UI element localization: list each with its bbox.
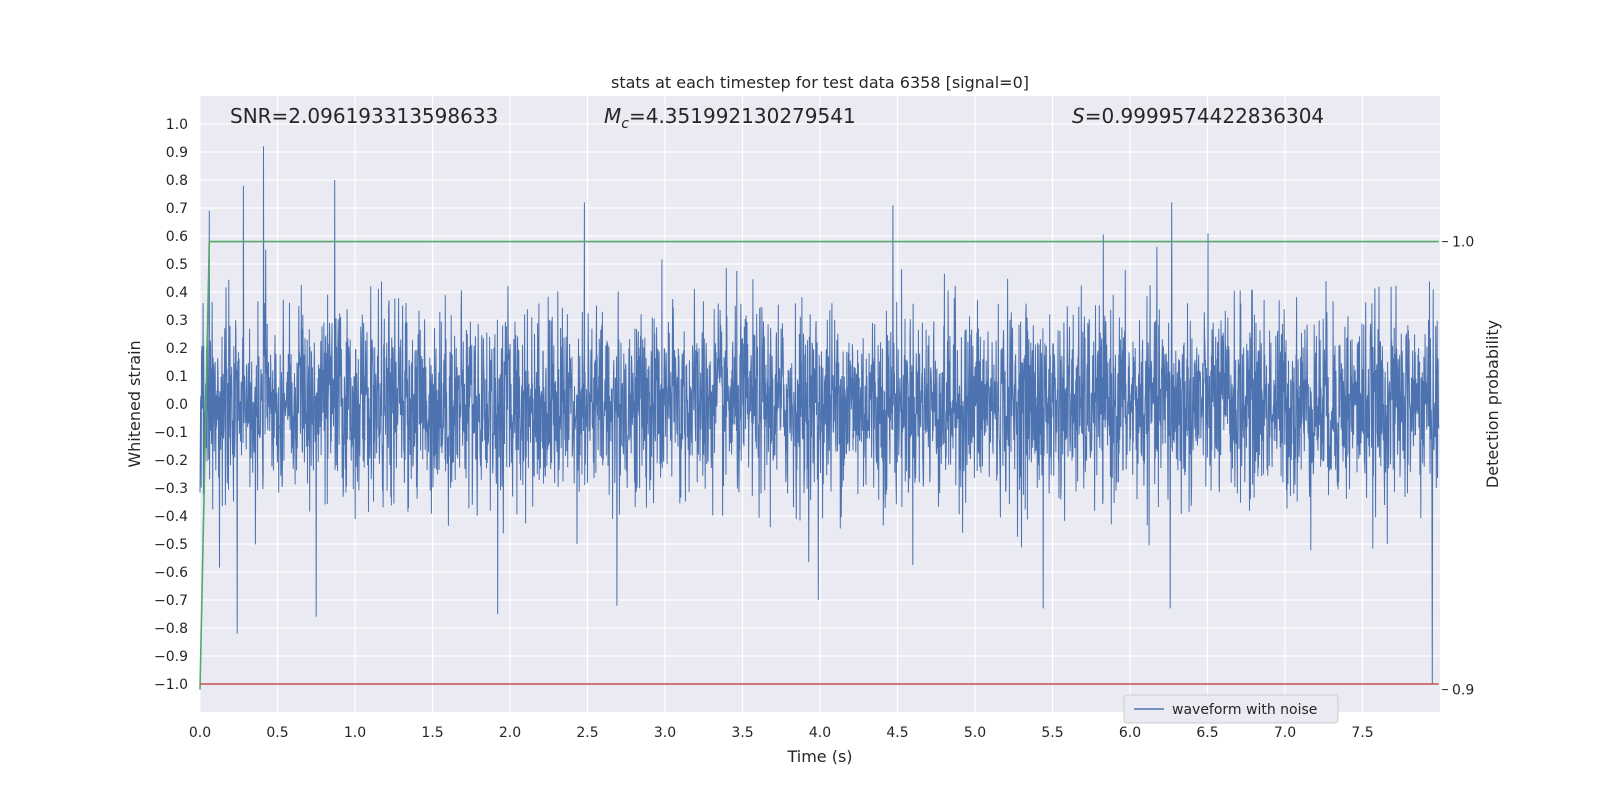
x-tick-label: 1.5 (421, 725, 443, 741)
y-tick-labels: 1.0 0.9 0.8 0.7 0.6 0.5 0.4 0.3 0.2 0.1 0.0 −0.1 −0.… (154, 117, 188, 693)
mc-symbol: M (604, 104, 621, 128)
legend-box (1123, 694, 1339, 724)
x-tick-label: 2.5 (576, 725, 598, 741)
y-tick-label: −1.0 (154, 677, 188, 693)
x-tick-label: 6.5 (1196, 725, 1218, 741)
x-tick-label: 6.0 (1119, 725, 1141, 741)
x-tick-label: 7.0 (1274, 725, 1296, 741)
legend-label: waveform with noise (1172, 702, 1317, 718)
s-annotation: S=0.9999574422836304 (1072, 104, 1324, 128)
x-tick-label: 2.0 (499, 725, 521, 741)
x-tick-label: 4.5 (886, 725, 908, 741)
y-tick-label: 0.3 (166, 313, 188, 329)
y-tick-label: 1.0 (166, 117, 188, 133)
x-tick-label: 7.5 (1351, 725, 1373, 741)
chart-title: stats at each timestep for test data 635… (611, 73, 1029, 92)
y-right-axis-label: Detection probability (1483, 320, 1502, 488)
y-tick-label: 0.5 (166, 257, 188, 273)
y-tick-label: 0.1 (166, 369, 188, 385)
y-tick-label: 0.4 (166, 285, 188, 301)
x-tick-label: 3.0 (654, 725, 676, 741)
s-value: =0.9999574422836304 (1085, 104, 1324, 128)
y-tick-label: 0.0 (166, 397, 188, 413)
x-tick-label: 5.0 (964, 725, 986, 741)
y-tick-label: 0.2 (166, 341, 188, 357)
mc-subscript: c (621, 116, 629, 132)
y-tick-label: 0.6 (166, 229, 188, 245)
mc-value: =4.351992130279541 (629, 104, 856, 128)
y-tick-label: −0.7 (154, 593, 188, 609)
y-tick-label: 0.8 (166, 173, 188, 189)
y-tick-label: −0.8 (154, 621, 188, 637)
x-tick-label: 5.5 (1041, 725, 1063, 741)
x-tick-label: 1.0 (344, 725, 366, 741)
y-tick-label: 0.9 (166, 145, 188, 161)
y-tick-label: −0.4 (154, 509, 188, 525)
y-tick-label: −0.6 (154, 565, 188, 581)
s-symbol: S (1072, 104, 1085, 128)
x-tick-label: 0.0 (189, 725, 211, 741)
legend: waveform with noise (1123, 694, 1339, 724)
y-tick-label: −0.1 (154, 425, 188, 441)
y-right-tick-label: 0.9 (1452, 683, 1474, 699)
snr-annotation: SNR=2.096193313598633 (230, 104, 498, 128)
y-tick-label: −0.5 (154, 537, 188, 553)
detection-probability-line (199, 240, 1439, 690)
y-tick-label: −0.3 (154, 481, 188, 497)
x-tick-label: 3.5 (731, 725, 753, 741)
y-right-tick-label: 1.0 (1452, 235, 1474, 251)
y-axis-label: Whitened strain (125, 340, 144, 467)
y-tick-label: −0.2 (154, 453, 188, 469)
chirp-mass-annotation: Mc=4.351992130279541 (604, 104, 856, 132)
x-tick-labels: 0.0 0.5 1.0 1.5 2.0 2.5 3.0 3.5 4.0 4.5 5.0 5.5 6.0 6… (189, 725, 1374, 741)
waveform-series-line (199, 146, 1440, 685)
x-tick-label: 0.5 (266, 725, 288, 741)
y-tick-label: −0.9 (154, 649, 188, 665)
x-tick-label: 4.0 (809, 725, 831, 741)
y-tick-label: 0.7 (166, 201, 188, 217)
y-right-tick-labels: 1.0 0.9 (1442, 235, 1474, 699)
x-axis-label: Time (s) (786, 747, 852, 766)
